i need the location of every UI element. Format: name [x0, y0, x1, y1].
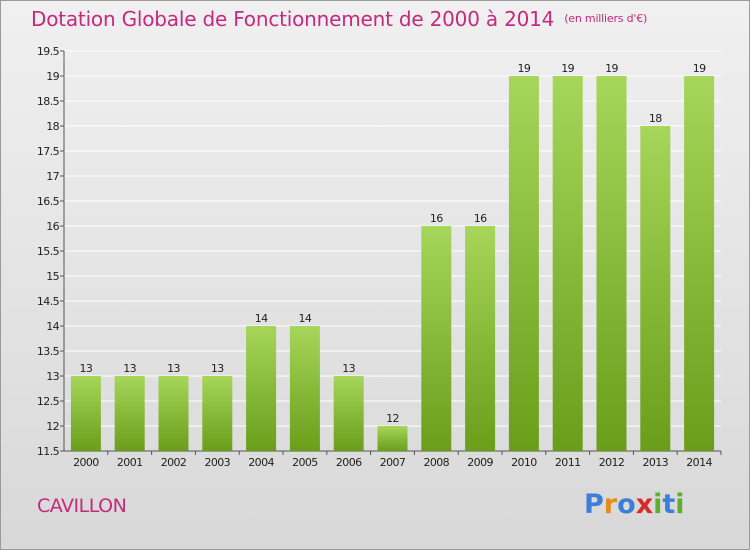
bar: [377, 426, 408, 451]
y-tick-label: 15: [46, 270, 59, 283]
y-tick-label: 19: [46, 70, 59, 83]
logo-letter: P: [584, 489, 604, 520]
proxiti-logo[interactable]: Proxiti: [584, 489, 685, 520]
data-label: 13: [123, 362, 136, 375]
data-label: 13: [342, 362, 355, 375]
y-tick-label: 16: [46, 220, 59, 233]
x-tick-label: 2012: [599, 456, 625, 469]
labels: 11.5 12 12.5 13 13.5 14 14.5 15 15.5 16 16.5 17 17.5…: [37, 45, 713, 469]
y-tick-label: 12.5: [37, 395, 60, 408]
x-tick-label: 2009: [467, 456, 493, 469]
data-label: 16: [430, 212, 443, 225]
logo-letter: i: [653, 489, 663, 520]
data-label: 19: [561, 62, 574, 75]
bar: [202, 376, 233, 451]
logo-letter: t: [662, 489, 676, 520]
bar: [289, 326, 320, 451]
data-label: 14: [298, 312, 311, 325]
y-tick-label: 16.5: [37, 195, 60, 208]
y-tick-label: 18: [46, 120, 59, 133]
bar: [596, 76, 627, 451]
x-tick-label: 2010: [511, 456, 537, 469]
bar: [684, 76, 715, 451]
y-tick-label: 12: [46, 420, 59, 433]
bar: [70, 376, 101, 451]
x-tick-label: 2005: [292, 456, 318, 469]
x-tick-label: 2000: [73, 456, 99, 469]
x-tick-label: 2006: [336, 456, 362, 469]
logo-letter: o: [617, 489, 636, 520]
data-label: 19: [693, 62, 706, 75]
bar: [552, 76, 583, 451]
commune-name: CAVILLON: [37, 495, 127, 517]
y-tick-label: 17: [46, 170, 59, 183]
y-tick-label: 14: [46, 320, 59, 333]
logo-letter: i: [675, 489, 685, 520]
bars: [70, 76, 715, 451]
chart-title-text: Dotation Globale de Fonctionnement de 20…: [31, 7, 555, 31]
y-tick-label: 13.5: [37, 345, 60, 358]
bar: [333, 376, 364, 451]
bar: [114, 376, 145, 451]
x-tick-label: 2002: [161, 456, 187, 469]
y-tick-label: 15.5: [37, 245, 60, 258]
x-tick-label: 2013: [642, 456, 668, 469]
bar: [508, 76, 539, 451]
bar: [465, 226, 496, 451]
data-label: 19: [605, 62, 618, 75]
y-tick-label: 13: [46, 370, 59, 383]
bar: [640, 126, 671, 451]
chart-title: Dotation Globale de Fonctionnement de 20…: [31, 7, 647, 31]
data-label: 13: [211, 362, 224, 375]
x-tick-label: 2003: [204, 456, 230, 469]
chart-subtitle: (en milliers d'€): [564, 12, 648, 25]
logo-letter: r: [603, 489, 618, 520]
x-tick-label: 2011: [555, 456, 581, 469]
bar: [421, 226, 452, 451]
x-tick-label: 2001: [117, 456, 143, 469]
y-tick-label: 17.5: [37, 145, 60, 158]
data-label: 18: [649, 112, 662, 125]
data-label: 14: [255, 312, 268, 325]
x-tick-label: 2014: [686, 456, 712, 469]
bar: [246, 326, 277, 451]
y-tick-label: 18.5: [37, 95, 60, 108]
x-tick-label: 2008: [423, 456, 449, 469]
bar: [158, 376, 189, 451]
y-tick-label: 11.5: [37, 445, 60, 458]
data-label: 12: [386, 412, 399, 425]
data-label: 19: [517, 62, 530, 75]
y-tick-label: 19.5: [37, 45, 60, 58]
x-tick-label: 2007: [380, 456, 406, 469]
y-tick-label: 14.5: [37, 295, 60, 308]
data-label: 13: [167, 362, 180, 375]
logo-letter: x: [635, 489, 654, 520]
data-label: 16: [474, 212, 487, 225]
data-label: 13: [79, 362, 92, 375]
x-tick-label: 2004: [248, 456, 274, 469]
